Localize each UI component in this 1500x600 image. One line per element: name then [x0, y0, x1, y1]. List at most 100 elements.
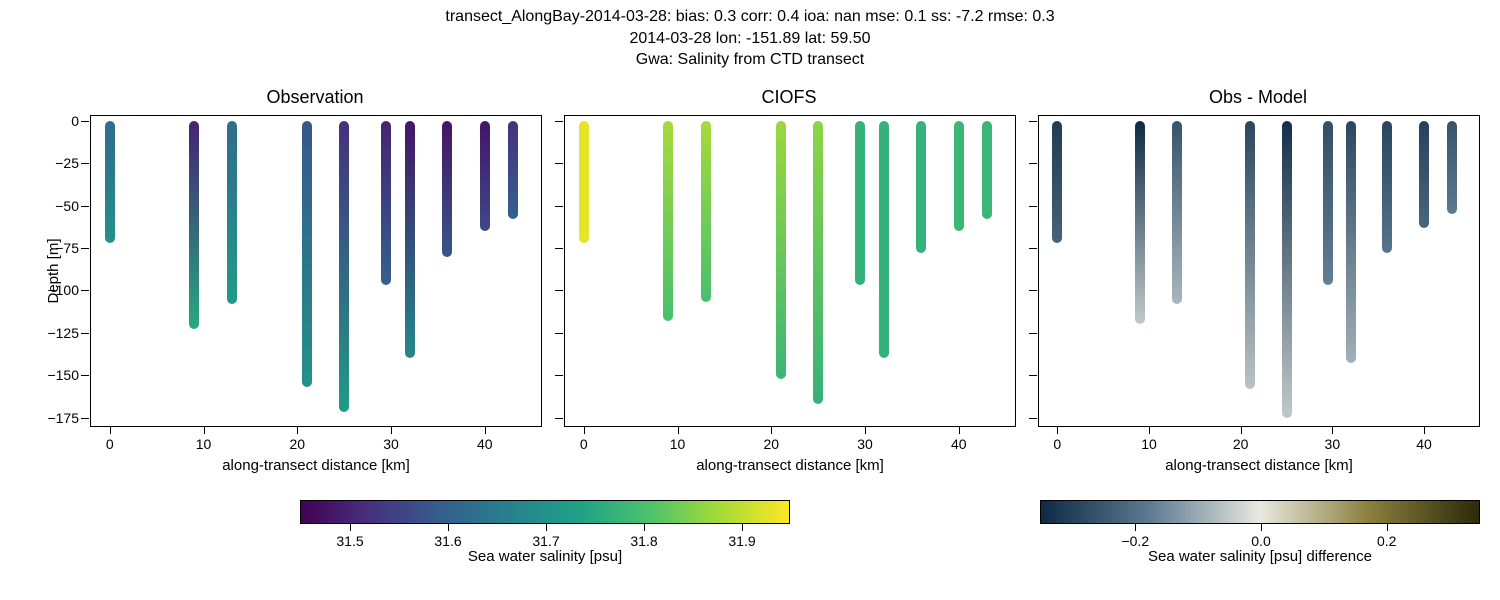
- ytick-label: −50: [55, 198, 91, 214]
- profile-bar: [879, 121, 889, 358]
- suptitle-line1: transect_AlongBay-2014-03-28: bias: 0.3 …: [0, 6, 1500, 28]
- ytick: [555, 163, 563, 164]
- panel-title: Observation: [90, 87, 540, 108]
- panels-row: Observation0−25−50−75−100−125−150−175Dep…: [90, 115, 1480, 425]
- profile-bar: [1135, 121, 1145, 324]
- profile-bar: [1245, 121, 1255, 389]
- ytick: [1029, 333, 1037, 334]
- cbar-label: Sea water salinity [psu] difference: [1040, 548, 1480, 565]
- cbar-tick-label: 31.7: [532, 523, 559, 549]
- figure: transect_AlongBay-2014-03-28: bias: 0.3 …: [0, 0, 1500, 600]
- ytick: [555, 121, 563, 122]
- profile-bar: [954, 121, 964, 231]
- ytick: [1029, 121, 1037, 122]
- xtick-label: 10: [1141, 426, 1157, 452]
- colorbar-0: 31.531.631.731.831.9Sea water salinity […: [300, 500, 790, 590]
- panel-1: CIOFS010203040along-transect distance [k…: [564, 115, 1014, 425]
- ytick-label: −175: [47, 410, 91, 426]
- profile-bar: [1419, 121, 1429, 228]
- xtick-label: 0: [106, 426, 114, 452]
- profile-bar: [855, 121, 865, 285]
- profile-bar: [302, 121, 312, 387]
- axes: 010203040along-transect distance [km]: [1038, 115, 1480, 427]
- profile-bar: [105, 121, 115, 243]
- xtick-label: 0: [1053, 426, 1061, 452]
- profile-bar: [480, 121, 490, 231]
- ytick: [1029, 375, 1037, 376]
- ytick-label: 0: [71, 113, 91, 129]
- ytick: [1029, 290, 1037, 291]
- panel-2: Obs - Model010203040along-transect dista…: [1038, 115, 1478, 425]
- suptitle-line2: 2014-03-28 lon: -151.89 lat: 59.50: [0, 28, 1500, 50]
- colorbar-1: −0.20.00.2Sea water salinity [psu] diffe…: [1040, 500, 1480, 590]
- panel-title: CIOFS: [564, 87, 1014, 108]
- profile-bar: [1346, 121, 1356, 363]
- profile-bar: [1172, 121, 1182, 304]
- xtick-label: 10: [196, 426, 212, 452]
- xtick-label: 30: [857, 426, 873, 452]
- colorbar-gradient: −0.20.00.2: [1040, 500, 1480, 524]
- profile-bar: [339, 121, 349, 412]
- xtick-label: 30: [383, 426, 399, 452]
- xtick-label: 10: [670, 426, 686, 452]
- xlabel: along-transect distance [km]: [565, 457, 1015, 474]
- profile-bar: [1382, 121, 1392, 253]
- ytick-label: −125: [47, 325, 91, 341]
- axes: 010203040along-transect distance [km]: [564, 115, 1016, 427]
- profile-bar: [405, 121, 415, 358]
- panel-0: Observation0−25−50−75−100−125−150−175Dep…: [90, 115, 540, 425]
- figure-suptitle: transect_AlongBay-2014-03-28: bias: 0.3 …: [0, 6, 1500, 71]
- xlabel: along-transect distance [km]: [1039, 457, 1479, 474]
- profile-bar: [813, 121, 823, 404]
- xlabel: along-transect distance [km]: [91, 457, 541, 474]
- ytick: [1029, 418, 1037, 419]
- suptitle-line3: Gwa: Salinity from CTD transect: [0, 49, 1500, 71]
- profile-bar: [1323, 121, 1333, 285]
- ylabel: Depth [m]: [45, 238, 62, 303]
- xtick-label: 40: [477, 426, 493, 452]
- profile-bar: [442, 121, 452, 257]
- xtick-label: 40: [951, 426, 967, 452]
- cbar-tick-label: −0.2: [1121, 523, 1149, 549]
- cbar-label: Sea water salinity [psu]: [300, 548, 790, 565]
- xtick-label: 0: [580, 426, 588, 452]
- panel-title: Obs - Model: [1038, 87, 1478, 108]
- xtick-label: 20: [763, 426, 779, 452]
- profile-bar: [701, 121, 711, 302]
- profile-bar: [381, 121, 391, 285]
- profile-bar: [776, 121, 786, 378]
- profile-bar: [1447, 121, 1457, 214]
- ytick: [555, 418, 563, 419]
- cbar-tick-label: 31.6: [434, 523, 461, 549]
- ytick: [555, 248, 563, 249]
- profile-bar: [189, 121, 199, 329]
- cbar-tick-label: 0.2: [1377, 523, 1396, 549]
- cbar-tick-label: 31.5: [336, 523, 363, 549]
- colorbar-gradient: 31.531.631.731.831.9: [300, 500, 790, 524]
- ytick-label: −25: [55, 155, 91, 171]
- profile-bar: [982, 121, 992, 219]
- cbar-tick-label: 0.0: [1251, 523, 1270, 549]
- profile-bar: [227, 121, 237, 304]
- ytick: [555, 333, 563, 334]
- cbar-tick-label: 31.9: [728, 523, 755, 549]
- profile-bar: [1052, 121, 1062, 243]
- xtick-label: 40: [1416, 426, 1432, 452]
- ytick: [555, 206, 563, 207]
- ytick-label: −150: [47, 367, 91, 383]
- ytick: [555, 375, 563, 376]
- ytick: [1029, 206, 1037, 207]
- ytick: [1029, 163, 1037, 164]
- profile-bar: [916, 121, 926, 253]
- cbar-tick-label: 31.8: [630, 523, 657, 549]
- profile-bar: [1282, 121, 1292, 417]
- profile-bar: [663, 121, 673, 321]
- xtick-label: 30: [1325, 426, 1341, 452]
- axes: 0−25−50−75−100−125−150−175Depth [m]01020…: [90, 115, 542, 427]
- ytick: [1029, 248, 1037, 249]
- profile-bar: [579, 121, 589, 243]
- xtick-label: 20: [289, 426, 305, 452]
- xtick-label: 20: [1233, 426, 1249, 452]
- profile-bar: [508, 121, 518, 219]
- ytick: [555, 290, 563, 291]
